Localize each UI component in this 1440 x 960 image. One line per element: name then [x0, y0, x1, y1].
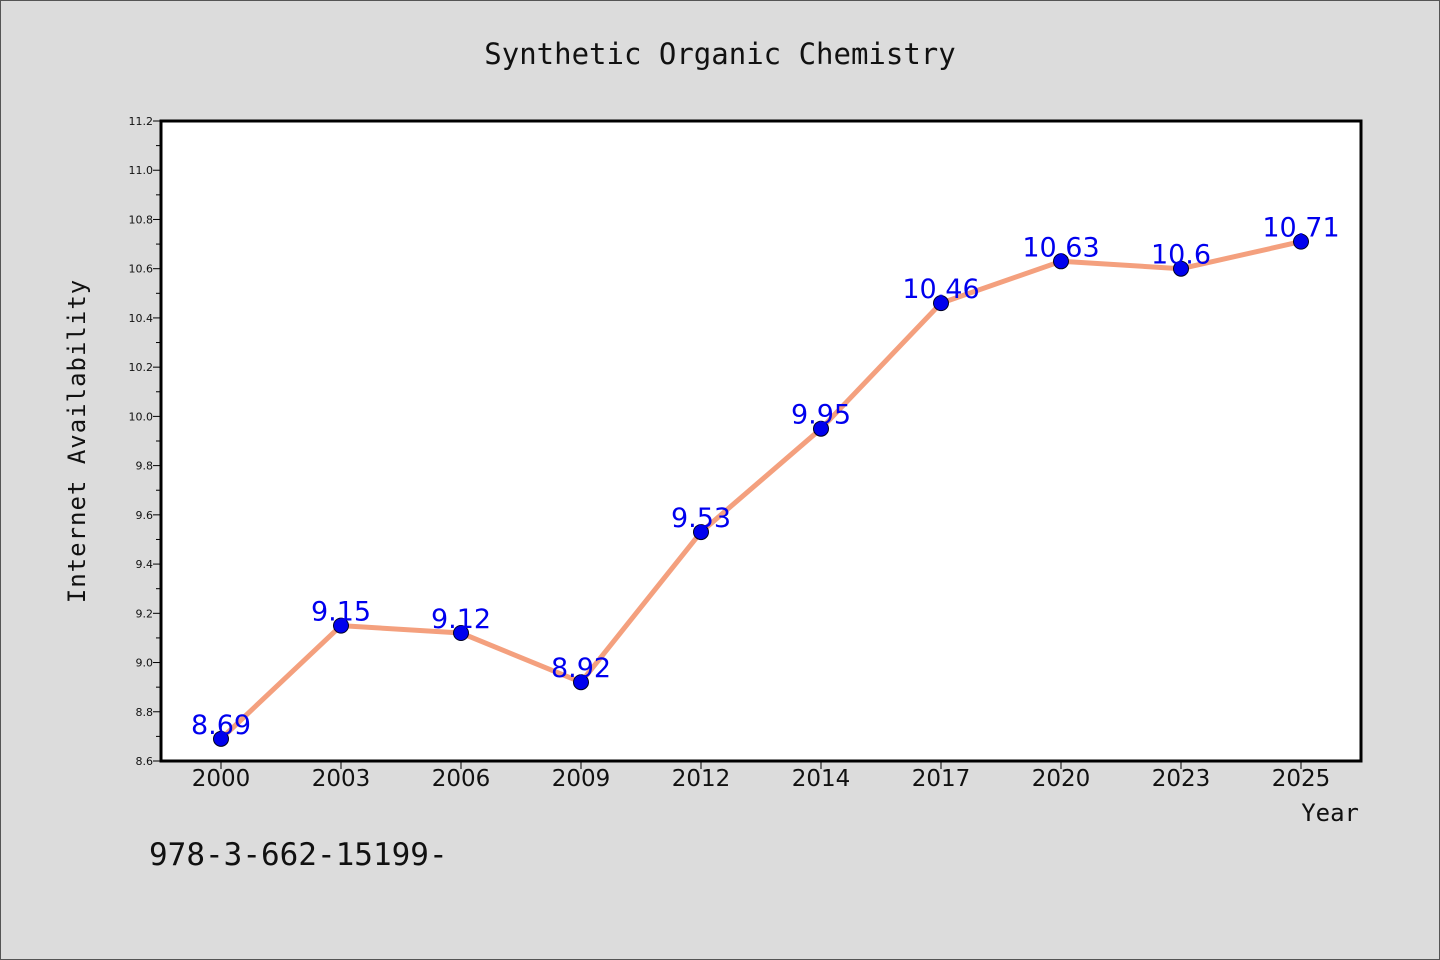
x-tick-label: 2009: [552, 766, 611, 792]
x-axis-ticks: 2000 2003 2006 2009 2012 2014 2017 2020 2023 2025: [192, 761, 1331, 792]
data-label: 9.12: [431, 604, 491, 635]
x-tick-label: 2023: [1152, 766, 1211, 792]
y-tick-label: 9.6: [136, 509, 154, 522]
y-axis-ticks: 8.6 8.8 9.0 9.2 9.4 9.6 9.8 10.0 10.2 10.4 10.6 10.…: [129, 115, 161, 768]
y-tick-label: 11.0: [129, 164, 154, 177]
y-tick-label: 10.2: [129, 361, 154, 374]
data-point-marker: [813, 420, 829, 437]
y-tick-label: 9.4: [136, 558, 154, 571]
x-tick-label: 2012: [672, 766, 731, 792]
y-tick-label: 9.0: [136, 657, 154, 670]
data-label: 9.95: [791, 400, 851, 431]
plot-area: [161, 121, 1361, 761]
data-point-marker: [453, 625, 469, 641]
x-tick-label: 2000: [192, 766, 251, 792]
footnote-isbn: 978-3-662-15199-: [149, 837, 448, 873]
x-tick-label: 2025: [1272, 766, 1331, 792]
chart-title: Synthetic Organic Chemistry: [484, 37, 955, 71]
x-tick-label: 2006: [432, 766, 491, 792]
data-labels-group: 8.69 9.15 9.12 8.92 9.53 9.95 10.46 10.63 10.6 10…: [191, 213, 1340, 741]
data-point-marker: [213, 730, 229, 747]
series-line: [218, 239, 1304, 742]
data-label: 10.6: [1151, 240, 1211, 271]
y-tick-label: 9.8: [136, 460, 154, 473]
y-tick-label: 8.8: [136, 706, 154, 719]
x-tick-label: 2014: [792, 766, 851, 792]
y-tick-label: 10.4: [129, 312, 154, 325]
y-tick-label: 11.2: [129, 115, 154, 128]
x-tick-label: 2020: [1032, 766, 1091, 792]
data-point-marker: [1293, 233, 1309, 250]
data-point-marker: [693, 524, 709, 541]
data-point-marker: [1053, 253, 1069, 270]
data-label: 8.69: [191, 710, 251, 741]
data-label: 10.63: [1022, 232, 1099, 263]
data-label: 10.46: [902, 274, 979, 305]
y-tick-label: 10.8: [129, 213, 154, 226]
data-label: 9.53: [671, 503, 731, 534]
data-point-marker: [573, 674, 589, 691]
data-point-marker: [933, 295, 949, 312]
y-axis-label: Internet Availability: [63, 279, 91, 603]
data-point-marker: [333, 617, 349, 634]
y-tick-label: 10.6: [129, 263, 154, 276]
x-tick-label: 2003: [312, 766, 371, 792]
y-tick-label: 9.2: [136, 607, 154, 620]
y-tick-label: 10.0: [129, 410, 154, 423]
y-tick-label: 8.6: [136, 755, 154, 768]
data-label: 8.92: [551, 653, 611, 684]
series-line-group: [213, 233, 1309, 747]
x-axis-label: Year: [1301, 799, 1359, 827]
data-label: 9.15: [311, 597, 371, 628]
data-label: 10.71: [1262, 213, 1339, 244]
data-point-marker: [1173, 260, 1189, 277]
x-tick-label: 2017: [912, 766, 971, 792]
plot-frame: [159, 119, 1363, 763]
